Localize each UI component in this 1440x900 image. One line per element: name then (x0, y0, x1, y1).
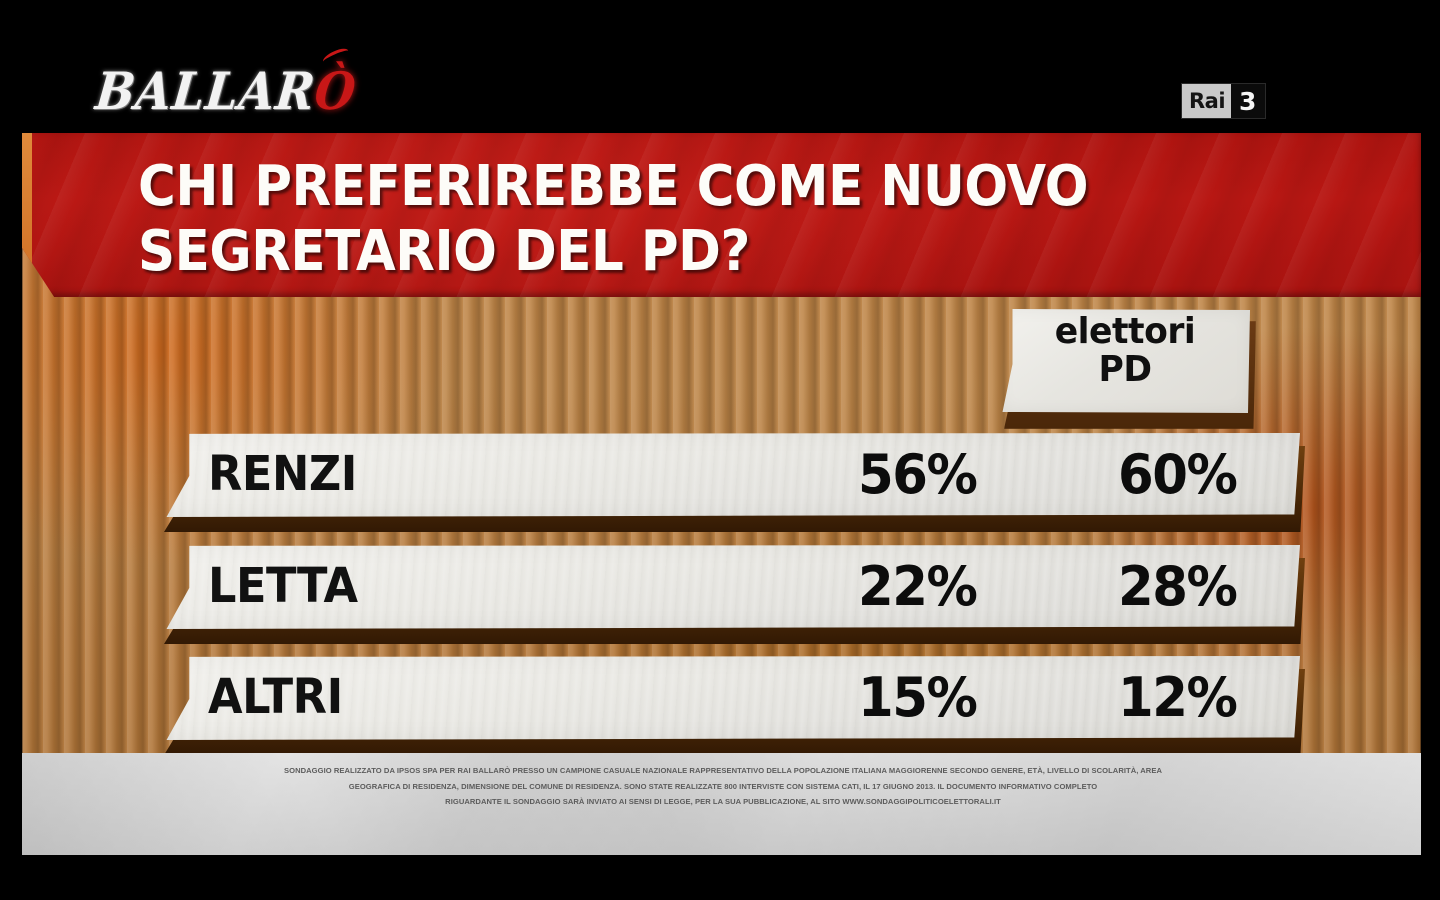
poll-disclaimer-line-1: SONDAGGIO REALIZZATO DA IPSOS SPA PER RA… (284, 766, 1162, 775)
table-row-name: RENZI (208, 446, 357, 502)
poll-disclaimer-line-2: GEOGRAFICA DI RESIDENZA, DIMENSIONE DEL … (348, 781, 1098, 791)
column-header-label: elettori PD (1005, 311, 1245, 391)
table-row-value-general: 22% (857, 555, 978, 618)
poll-disclaimer: SONDAGGIO REALIZZATO DA IPSOS SPA PER RA… (108, 763, 1338, 810)
column-header-line-1: elettori (1054, 311, 1196, 352)
table-row: RENZI 56% 60% (162, 433, 1305, 532)
page-title-line-1: CHI PREFERIREBBE COME NUOVO (138, 154, 1089, 219)
ballaro-logo-accent-letter: Ò (312, 60, 360, 122)
table-row-name: ALTRI (208, 669, 343, 725)
table-row: ALTRI 15% 12% (162, 656, 1305, 755)
table-row-value-pd: 60% (1117, 443, 1238, 506)
title-banner-edge (22, 133, 32, 297)
broadcast-logo-bar: BALLARÒ Rai 3 (0, 0, 1440, 133)
ballaro-logo-text: BALLAR (92, 60, 319, 122)
table-row-value-general: 15% (857, 666, 978, 729)
table-row-face (166, 656, 1300, 740)
table-row-value-pd: 28% (1117, 555, 1238, 618)
table-row-face (166, 545, 1300, 629)
title-banner: CHI PREFERIREBBE COME NUOVO SEGRETARIO D… (22, 133, 1421, 297)
table-row-face (166, 433, 1300, 517)
rai-channel-name: Rai (1182, 84, 1232, 118)
rai3-channel-logo: Rai 3 (1182, 84, 1266, 118)
table-row-name: LETTA (208, 558, 358, 614)
column-header-elettori-pd: elettori PD (1000, 309, 1256, 429)
graphic-panel: CHI PREFERIREBBE COME NUOVO SEGRETARIO D… (22, 133, 1421, 855)
rai-channel-number: 3 (1231, 84, 1266, 118)
poll-disclaimer-line-3: RIGUARDANTE IL SONDAGGIO SARÀ INVIATO AI… (445, 797, 1001, 807)
page-title: CHI PREFERIREBBE COME NUOVO SEGRETARIO D… (138, 154, 1270, 285)
footer-paper-strip: SONDAGGIO REALIZZATO DA IPSOS SPA PER RA… (22, 753, 1421, 855)
column-header-face (1002, 309, 1250, 413)
ballaro-program-logo: BALLARÒ (93, 61, 360, 121)
table-row-value-general: 56% (857, 443, 978, 506)
column-header-line-2: PD (1098, 349, 1152, 391)
page-title-line-2: SEGRETARIO DEL PD? (138, 218, 750, 284)
table-row: LETTA 22% 28% (162, 545, 1305, 644)
table-row-value-pd: 12% (1117, 666, 1238, 729)
